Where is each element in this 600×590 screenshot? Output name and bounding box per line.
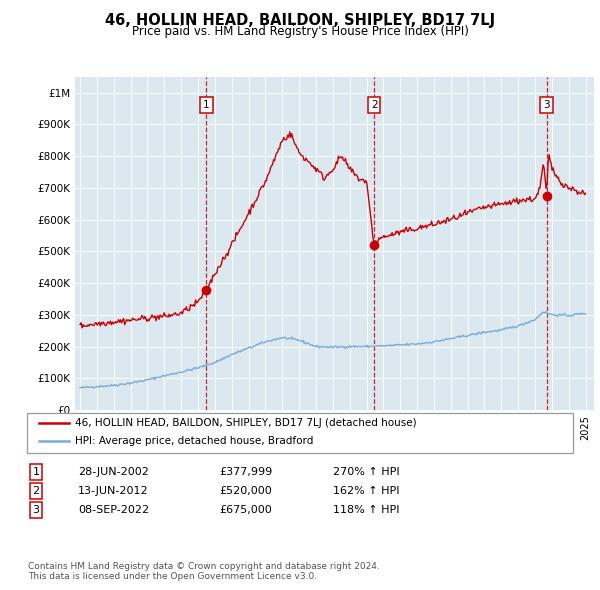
Text: 270% ↑ HPI: 270% ↑ HPI <box>333 467 400 477</box>
Text: 3: 3 <box>32 505 40 514</box>
Text: £377,999: £377,999 <box>219 467 272 477</box>
Text: £520,000: £520,000 <box>219 486 272 496</box>
Text: 162% ↑ HPI: 162% ↑ HPI <box>333 486 400 496</box>
Text: 46, HOLLIN HEAD, BAILDON, SHIPLEY, BD17 7LJ: 46, HOLLIN HEAD, BAILDON, SHIPLEY, BD17 … <box>105 13 495 28</box>
Text: HPI: Average price, detached house, Bradford: HPI: Average price, detached house, Brad… <box>75 436 313 445</box>
Text: 1: 1 <box>32 467 40 477</box>
Text: 46, HOLLIN HEAD, BAILDON, SHIPLEY, BD17 7LJ (detached house): 46, HOLLIN HEAD, BAILDON, SHIPLEY, BD17 … <box>75 418 416 428</box>
Text: 118% ↑ HPI: 118% ↑ HPI <box>333 505 400 514</box>
Text: 08-SEP-2022: 08-SEP-2022 <box>78 505 149 514</box>
Text: 13-JUN-2012: 13-JUN-2012 <box>78 486 149 496</box>
Text: Price paid vs. HM Land Registry's House Price Index (HPI): Price paid vs. HM Land Registry's House … <box>131 25 469 38</box>
Text: 1: 1 <box>203 100 210 110</box>
Text: 2: 2 <box>371 100 377 110</box>
Text: Contains HM Land Registry data © Crown copyright and database right 2024.
This d: Contains HM Land Registry data © Crown c… <box>28 562 380 581</box>
Text: 2: 2 <box>32 486 40 496</box>
Text: £675,000: £675,000 <box>219 505 272 514</box>
Text: 28-JUN-2002: 28-JUN-2002 <box>78 467 149 477</box>
Text: 3: 3 <box>544 100 550 110</box>
